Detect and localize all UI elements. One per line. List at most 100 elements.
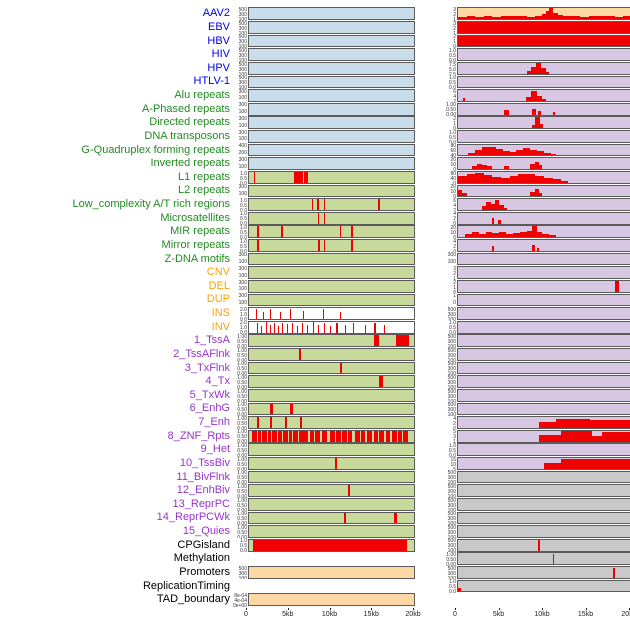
x-tick-label: 10kb <box>534 611 550 619</box>
data-bar <box>361 430 366 442</box>
right-track-plot <box>457 457 630 470</box>
right-y-axis-ticks: 500 300 100 <box>441 538 457 552</box>
left-y-axis-ticks: 8e-04 4e-04 0e+00 <box>232 593 248 606</box>
y-tick-label: 0.50 <box>237 502 247 509</box>
data-bar <box>615 281 619 292</box>
left-panel: 1.0 0.5 0.0 <box>232 538 415 552</box>
y-tick-label: 0.0 <box>240 548 247 552</box>
y-tick-label: 0.00 <box>446 562 456 566</box>
right-track-plot <box>457 497 630 511</box>
track-label: HTLV-1 <box>193 75 230 88</box>
y-tick-label: 60 <box>450 148 456 155</box>
data-bar <box>270 309 272 319</box>
y-tick-label: 100 <box>238 57 247 62</box>
x-axis-tick-mark <box>287 608 289 611</box>
track-row: HPV 500 300 100 7.5 5.0 2.5 <box>0 61 630 75</box>
left-track-plot <box>248 157 415 171</box>
data-bar <box>531 108 537 115</box>
left-track-plot <box>248 89 415 102</box>
track-label: 3_TxFlnk <box>184 361 230 374</box>
y-tick-label: 1 <box>453 17 456 21</box>
y-tick-label: 0.5 <box>449 325 456 332</box>
data-bar <box>478 233 486 238</box>
track-row: Alu repeats 300 100 6 4 2 <box>0 89 630 103</box>
data-bar <box>377 199 380 210</box>
y-tick-label: 2 <box>453 420 456 427</box>
y-tick-label: 1 <box>453 30 456 35</box>
left-y-axis-ticks: 2.0 1.0 0.0 <box>232 320 248 334</box>
y-tick-label: 0.50 <box>237 393 247 400</box>
left-track-plot <box>248 416 415 429</box>
data-bar <box>605 15 615 20</box>
right-track-plot <box>457 293 630 307</box>
track-row: HIV 500 300 100 1.0 0.5 0.0 <box>0 48 630 62</box>
data-bar <box>499 232 507 238</box>
y-tick-label: 1 <box>453 39 456 46</box>
right-y-axis-ticks: 1.00 0.50 0.00 <box>441 552 457 566</box>
left-track-plot <box>248 239 415 252</box>
right-track-plot <box>457 429 630 443</box>
y-tick-label: 0.0 <box>449 330 456 334</box>
data-bar <box>281 226 284 238</box>
y-tick-label: 500 <box>447 511 456 518</box>
data-bar <box>253 171 256 183</box>
data-bar <box>318 212 320 224</box>
data-bar <box>364 325 366 333</box>
y-tick-label: 1 <box>453 293 456 300</box>
left-panel: 1.00 0.50 0.00 <box>232 429 415 443</box>
data-bar <box>324 322 326 333</box>
track-label: 1_TssA <box>193 334 230 347</box>
data-bar <box>482 164 488 170</box>
y-tick-label: 1.0 <box>449 320 456 327</box>
y-tick-label: 0 <box>453 299 456 306</box>
right-panel: 20 10 0 <box>441 184 630 198</box>
y-tick-label: 1.0 <box>240 238 247 245</box>
y-tick-label: 100 <box>447 480 456 484</box>
data-bar <box>542 98 546 101</box>
data-bar <box>285 417 288 428</box>
right-panel: 500 300 100 <box>441 497 630 511</box>
left-panel: 300 100 <box>232 89 415 103</box>
data-bar <box>612 568 615 578</box>
left-panel: 300 100 <box>232 279 415 294</box>
y-tick-label: 0.5 <box>449 134 456 141</box>
y-tick-label: 100 <box>447 521 456 525</box>
y-tick-label: 0.00 <box>446 112 456 116</box>
data-bar <box>544 177 553 183</box>
left-panel: 1.0 0.5 0.0 <box>232 198 415 211</box>
left-y-axis-ticks: 1.00 0.50 0.00 <box>232 334 248 348</box>
data-bar <box>468 152 476 156</box>
y-tick-label: 500 <box>447 402 456 409</box>
data-bar <box>471 232 479 238</box>
data-bar <box>252 430 258 442</box>
data-bar <box>590 419 630 428</box>
right-track-plot <box>457 239 630 252</box>
data-bar <box>351 240 353 251</box>
left-panel: 1.00 0.50 0.00 <box>232 470 415 484</box>
y-tick-label: 500 <box>447 538 456 545</box>
left-y-axis-ticks: 500 300 100 <box>232 48 248 62</box>
track-row: 13_ReprPC 1.00 0.50 0.00 500 300 100 <box>0 497 630 511</box>
y-tick-label: 5 <box>453 429 456 436</box>
x-tick-label: 10kb <box>321 611 338 619</box>
right-panel: 500 300 100 <box>441 334 630 348</box>
track-row: CPGisland 1.0 0.5 0.0 500 300 100 <box>0 538 630 552</box>
track-row: 2_TssAFlnk 1.00 0.50 0.00 500 300 100 <box>0 348 630 361</box>
left-y-axis-ticks: 1.0 0.5 0.0 <box>232 211 248 225</box>
y-tick-label: 0 <box>453 166 456 171</box>
left-panel: 500 300 100 <box>232 21 415 34</box>
y-tick-label: 300 <box>238 252 247 259</box>
y-tick-label: 1.0 <box>240 211 247 218</box>
track-label: Methylation <box>173 552 230 565</box>
left-y-axis-ticks: 500 300 100 <box>232 566 248 579</box>
right-panel: 500 300 100 <box>441 402 630 416</box>
right-y-axis-ticks: 80 40 0 <box>441 171 457 184</box>
y-tick-label: 7.5 <box>449 61 456 68</box>
data-bar <box>463 97 466 101</box>
y-tick-label: 0.00 <box>237 344 247 348</box>
y-tick-label: 300 <box>238 66 247 73</box>
right-track-plot <box>457 143 630 157</box>
right-y-axis-ticks: 500 300 100 <box>441 334 457 348</box>
